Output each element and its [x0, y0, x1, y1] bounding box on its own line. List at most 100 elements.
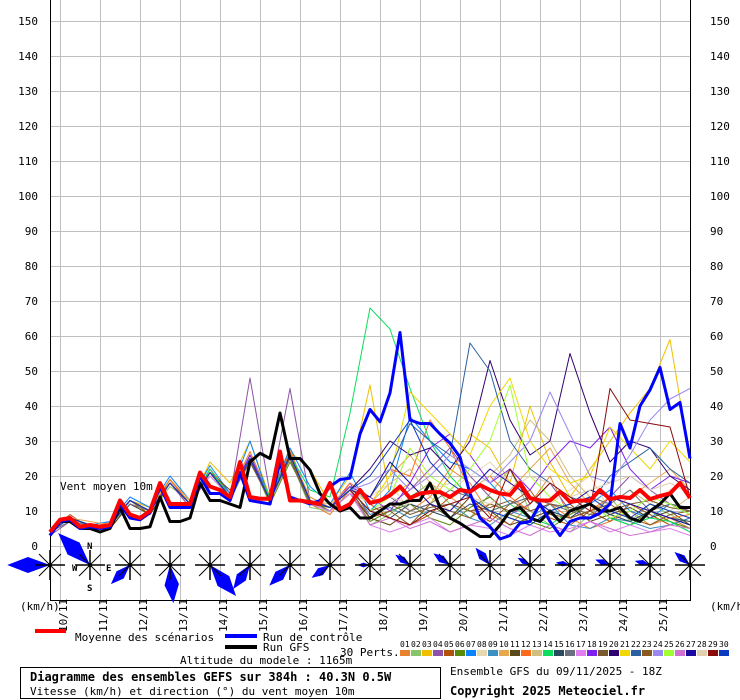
legend-pert-swatch — [400, 650, 410, 656]
copyright: Copyright 2025 Meteociel.fr — [450, 684, 645, 698]
mean-line — [48, 449, 692, 534]
legend-pert-number: 11 — [510, 640, 520, 649]
y-tick-label-right: 100 — [710, 190, 730, 203]
legend-pert-number: 04 — [433, 640, 443, 649]
rose-center — [48, 563, 52, 567]
legend-pert-number: 22 — [631, 640, 641, 649]
legend-perturbations: 01 02 03 04 05 06 07 08 09 10 11 12 13 14 15 16 17 18 19 20… — [400, 640, 729, 656]
y-tick-label-right: 10 — [710, 505, 723, 518]
legend-pert-swatch — [532, 650, 542, 656]
y-tick-label-right: 150 — [710, 15, 730, 28]
x-tick-label: 20/11 — [457, 599, 470, 632]
y-unit-right: (km/h) — [710, 600, 740, 613]
legend-pert-swatch — [565, 650, 575, 656]
rose-center — [608, 563, 612, 567]
run-info: Ensemble GFS du 09/11/2025 - 18Z — [450, 665, 662, 678]
y-tick-label-left: 80 — [25, 260, 38, 273]
chart-subtitle: Vitesse (km/h) et direction (°) du vent … — [30, 685, 355, 698]
legend-pert-number: 07 — [466, 640, 476, 649]
wind-rose — [311, 550, 345, 580]
wind-wedge — [7, 556, 50, 574]
legend-pert-swatch — [444, 650, 454, 656]
rose-center — [88, 563, 92, 567]
legend-pert-number: 20 — [609, 640, 619, 649]
legend-pert-number: 14 — [543, 640, 553, 649]
rose-center — [368, 563, 372, 567]
legend-pert-swatch — [554, 650, 564, 656]
y-tick-label-right: 20 — [710, 470, 723, 483]
legend-pert-number: 18 — [587, 640, 597, 649]
chart-title: Diagramme des ensembles GEFS sur 384h : … — [30, 670, 392, 684]
legend-pert-number: 08 — [477, 640, 487, 649]
legend-control-swatch — [225, 634, 257, 638]
wind-rose — [269, 550, 305, 586]
wind-rose — [555, 550, 585, 580]
wind-rose — [475, 547, 505, 580]
wind-rose — [7, 550, 65, 580]
rose-center — [248, 563, 252, 567]
legend-pert-number: 25 — [664, 640, 674, 649]
y-unit-left: (km/h) — [20, 600, 60, 613]
legend-mean-label: Moyenne des scénarios — [75, 631, 214, 644]
legend-pert-number: 19 — [598, 640, 608, 649]
wind-rose — [355, 550, 385, 580]
legend-pert-swatch — [455, 650, 465, 656]
legend-pert-swatch — [477, 650, 487, 656]
altitude-label: Altitude du modele : 1165m — [180, 654, 353, 667]
wind-rose — [195, 550, 237, 597]
y-tick-label-right: 0 — [710, 540, 717, 553]
legend-pert-swatch — [411, 650, 421, 656]
legend-pert-number: 16 — [565, 640, 575, 649]
wind-wedge — [164, 565, 179, 604]
legend-pert-swatch — [664, 650, 674, 656]
legend-gfs-label: Run GFS — [263, 641, 309, 654]
legend-pert-number: 26 — [675, 640, 685, 649]
y-tick-label-left: 60 — [25, 330, 38, 343]
wind-rose — [595, 550, 625, 580]
legend-pert-number: 12 — [521, 640, 531, 649]
legend-pert-number: 30 — [719, 640, 729, 649]
x-tick-label: 12/11 — [137, 599, 150, 632]
wind-wedge — [210, 565, 237, 597]
legend-pert-swatch — [521, 650, 531, 656]
legend-pert-swatch — [708, 650, 718, 656]
y-tick-label-right: 50 — [710, 365, 723, 378]
x-tick-label: 13/11 — [177, 599, 190, 632]
rose-center — [128, 563, 132, 567]
legend-pert-number: 03 — [422, 640, 432, 649]
wind-rose — [515, 550, 545, 580]
rose-center — [168, 563, 172, 567]
x-tick-label: 17/11 — [337, 599, 350, 632]
wind-wedge — [311, 565, 330, 578]
compass-w: W — [72, 564, 78, 574]
legend-mean-swatch — [35, 629, 66, 633]
wind-wedge — [395, 554, 410, 565]
y-tick-label-left: 70 — [25, 295, 38, 308]
wind-rose — [674, 550, 705, 580]
y-tick-label-right: 60 — [710, 330, 723, 343]
wind-roses: N W E S — [7, 533, 705, 604]
legend-pert-swatch — [576, 650, 586, 656]
legend-pert-number: 15 — [554, 640, 564, 649]
x-tick-label: 25/11 — [657, 599, 670, 632]
y-tick-label-left: 100 — [18, 190, 38, 203]
legend-gfs-swatch — [225, 645, 257, 649]
compass-s: S — [87, 584, 92, 594]
wind-rose — [155, 550, 185, 604]
rose-center — [648, 563, 652, 567]
y-tick-label-right: 120 — [710, 120, 730, 133]
legend-pert-swatch — [510, 650, 520, 656]
legend-pert-number: 23 — [642, 640, 652, 649]
y-tick-label-right: 70 — [710, 295, 723, 308]
rose-center — [528, 563, 532, 567]
rose-center — [408, 563, 412, 567]
y-tick-label-right: 110 — [710, 155, 730, 168]
legend-pert-swatch — [488, 650, 498, 656]
x-tick-label: 14/11 — [217, 599, 230, 632]
x-tick-label: 21/11 — [497, 599, 510, 632]
y-tick-label-left: 40 — [25, 400, 38, 413]
legend-pert-number: 05 — [444, 640, 454, 649]
legend-pert-swatch — [433, 650, 443, 656]
legend-pert-swatch — [697, 650, 707, 656]
y-tick-label-left: 90 — [25, 225, 38, 238]
